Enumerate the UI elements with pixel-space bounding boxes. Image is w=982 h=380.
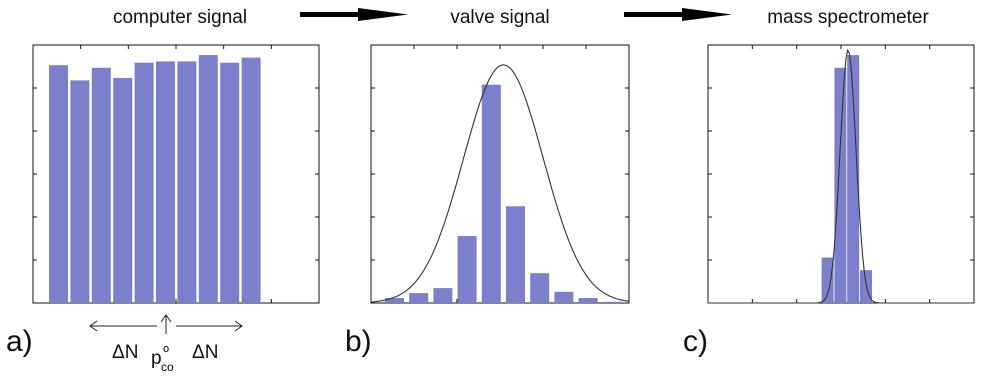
gaussian-curve-mass-spectrometer: [708, 48, 974, 304]
bar-c-3: [821, 257, 834, 303]
pressure-symbol: p: [151, 348, 162, 369]
bar-c-5: [847, 55, 860, 303]
title-valve-signal: valve signal: [450, 7, 549, 28]
bar-a-2: [70, 80, 90, 304]
bar-a-3: [91, 67, 111, 303]
panel-label-b: b): [345, 325, 372, 358]
bar-c-4: [834, 67, 847, 303]
right-arrow-2-icon: [624, 8, 732, 21]
bar-b-1: [385, 298, 404, 303]
title-mass-spectrometer: mass spectrometer: [767, 7, 929, 28]
bar-a-4: [113, 77, 133, 304]
bars-valve-signal: [385, 84, 622, 304]
gaussian-curve-valve-signal: [370, 64, 630, 303]
up-arrow-icon: [160, 314, 172, 334]
delta-n-left: ΔN: [112, 342, 138, 363]
bars-computer-signal: [49, 55, 261, 304]
pressure-superscript: o: [163, 343, 169, 355]
bar-b-7: [530, 273, 550, 303]
bar-a-8: [198, 55, 218, 303]
bar-b-10: [602, 301, 622, 303]
right-arrow-1-icon: [300, 8, 408, 21]
panel-label-c: c): [683, 325, 708, 358]
bar-a-5: [134, 62, 154, 304]
bar-a-7: [177, 61, 197, 304]
right-arrow-small-icon: [176, 320, 243, 332]
pressure-label: p: [151, 348, 162, 369]
pressure-subscript: co: [161, 360, 174, 374]
title-computer-signal: computer signal: [113, 7, 247, 28]
bar-b-2: [409, 293, 429, 303]
bar-a-10: [241, 57, 261, 303]
bar-b-4: [457, 236, 477, 303]
bar-b-6: [506, 206, 525, 304]
panel-label-a: a): [6, 325, 33, 358]
bar-b-8: [554, 291, 574, 303]
bar-a-9: [220, 62, 240, 304]
bars-mass-spectrometer: [821, 55, 872, 303]
bar-b-3: [433, 288, 453, 303]
bar-b-9: [578, 298, 598, 303]
bar-a-6: [156, 61, 175, 304]
delta-n-right: ΔN: [192, 342, 218, 363]
bar-b-5: [481, 84, 501, 303]
left-arrow-icon: [89, 320, 157, 332]
bar-a-1: [49, 65, 68, 303]
